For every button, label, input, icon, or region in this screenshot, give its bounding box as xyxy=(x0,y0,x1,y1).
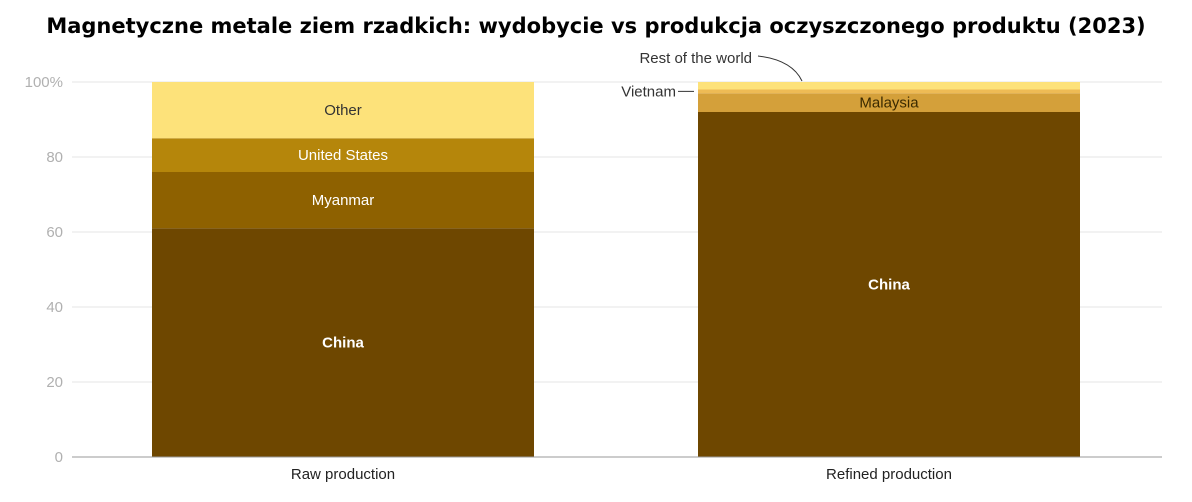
y-tick-label: 40 xyxy=(46,299,63,316)
segment-labels: China Myanmar United States Other China Malay… xyxy=(298,95,919,352)
bar-segment-malaysia xyxy=(698,93,1080,112)
bar-segment-china xyxy=(152,228,534,457)
x-axis: Raw production Refined production xyxy=(72,456,1162,483)
segment-label-other: Other xyxy=(324,102,362,119)
segment-label-malaysia: Malaysia xyxy=(859,95,919,112)
callout-label-rest-of-the-world: Rest of the world xyxy=(639,50,752,67)
bars xyxy=(152,82,1080,457)
segment-label-china: China xyxy=(322,335,364,352)
bar-segment-other xyxy=(152,82,534,139)
bar-segment-myanmar xyxy=(152,172,534,229)
y-tick-label: 0 xyxy=(55,449,63,466)
y-tick-label: 100% xyxy=(25,74,63,91)
y-tick-label: 60 xyxy=(46,224,63,241)
bar-segment-vietnam xyxy=(698,89,1080,94)
segment-label-china: China xyxy=(868,277,910,294)
y-axis-ticks: 0 20 40 60 80 100% xyxy=(25,74,63,466)
bar-segment-united-states xyxy=(152,138,534,172)
callout-label-vietnam: Vietnam xyxy=(621,83,676,100)
y-tick-label: 80 xyxy=(46,149,63,166)
callouts: Vietnam Rest of the world xyxy=(621,50,803,100)
x-tick-label: Refined production xyxy=(826,466,952,483)
bar-segment-rest-of-the-world xyxy=(698,82,1080,90)
y-tick-label: 20 xyxy=(46,374,63,391)
callout-line-rest-of-the-world xyxy=(757,55,803,82)
chart-title: Magnetyczne metale ziem rzadkich: wydoby… xyxy=(46,14,1146,38)
bar-segment-china xyxy=(698,112,1080,457)
segment-label-united-states: United States xyxy=(298,147,388,164)
x-tick-label: Raw production xyxy=(291,466,395,483)
segment-label-myanmar: Myanmar xyxy=(312,192,375,209)
